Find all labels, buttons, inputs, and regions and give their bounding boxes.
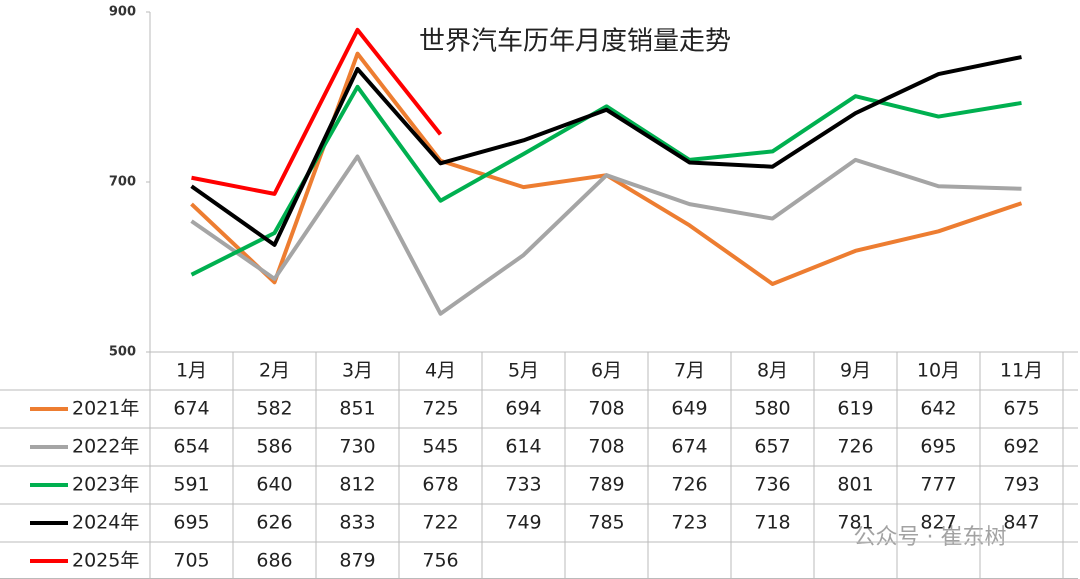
x-tick-label: 6月: [591, 360, 622, 382]
x-tick-label: 2月: [259, 360, 290, 382]
table-cell: 545: [422, 436, 458, 458]
table-cell: 591: [173, 474, 209, 496]
table-cell: 749: [505, 512, 541, 534]
table-cell: 847: [1003, 512, 1039, 534]
y-tick-label: 900: [109, 5, 136, 20]
table-cell: 781: [837, 512, 873, 534]
legend-label: 2025年: [72, 550, 139, 572]
table-cell: 674: [671, 436, 707, 458]
table-cell: 708: [588, 436, 624, 458]
table-cell: 726: [671, 474, 707, 496]
x-tick-label: 8月: [757, 360, 788, 382]
table-cell: 640: [256, 474, 292, 496]
table-cell: 789: [588, 474, 624, 496]
y-tick-label: 500: [109, 345, 136, 360]
table-cell: 725: [422, 398, 458, 420]
table-cell: 812: [339, 474, 375, 496]
table-cell: 582: [256, 398, 292, 420]
table-cell: 827: [920, 512, 956, 534]
legend-label: 2022年: [72, 436, 139, 458]
table-cell: 654: [173, 436, 209, 458]
table-cell: 580: [754, 398, 790, 420]
table-cell: 657: [754, 436, 790, 458]
table-cell: 674: [173, 398, 209, 420]
table-cell: 851: [339, 398, 375, 420]
x-tick-label: 3月: [342, 360, 373, 382]
table-cell: 726: [837, 436, 873, 458]
x-tick-label: 5月: [508, 360, 539, 382]
legend-label: 2021年: [72, 398, 139, 420]
watermark: 公众号 · 崔东树: [854, 525, 1007, 550]
table-cell: 833: [339, 512, 375, 534]
table-cell: 793: [1003, 474, 1039, 496]
table-cell: 695: [173, 512, 209, 534]
table-cell: 801: [837, 474, 873, 496]
legend-label: 2023年: [72, 474, 139, 496]
table-cell: 619: [837, 398, 873, 420]
table-cell: 692: [1003, 436, 1039, 458]
x-tick-label: 9月: [840, 360, 871, 382]
table-cell: 642: [920, 398, 956, 420]
table-cell: 626: [256, 512, 292, 534]
table-cell: 736: [754, 474, 790, 496]
series-line: [190, 55, 1022, 247]
x-tick-label: 1月: [176, 360, 207, 382]
table-cell: 708: [588, 398, 624, 420]
table-cell: 723: [671, 512, 707, 534]
table-cell: 614: [505, 436, 541, 458]
table-cell: 705: [173, 550, 209, 572]
table-cell: 756: [422, 550, 458, 572]
x-tick-label: 11月: [1000, 360, 1043, 382]
table-cell: 785: [588, 512, 624, 534]
table-cell: 649: [671, 398, 707, 420]
table-cell: 695: [920, 436, 956, 458]
legend-label: 2024年: [72, 512, 139, 534]
series-line: [191, 27, 443, 196]
table-cell: 694: [505, 398, 541, 420]
table-cell: 730: [339, 436, 375, 458]
table-cell: 686: [256, 550, 292, 572]
series-line: [190, 84, 1022, 277]
series-line: [190, 154, 1022, 316]
table-cell: 675: [1003, 398, 1039, 420]
x-tick-label: 7月: [674, 360, 705, 382]
table-cell: 733: [505, 474, 541, 496]
chart-title: 世界汽车历年月度销量走势: [419, 27, 731, 57]
table-cell: 678: [422, 474, 458, 496]
y-tick-label: 700: [109, 175, 136, 190]
table-cell: 586: [256, 436, 292, 458]
table-cell: 879: [339, 550, 375, 572]
x-tick-label: 10月: [917, 360, 960, 382]
x-tick-label: 4月: [425, 360, 456, 382]
table-cell: 722: [422, 512, 458, 534]
table-cell: 718: [754, 512, 790, 534]
table-cell: 777: [920, 474, 956, 496]
